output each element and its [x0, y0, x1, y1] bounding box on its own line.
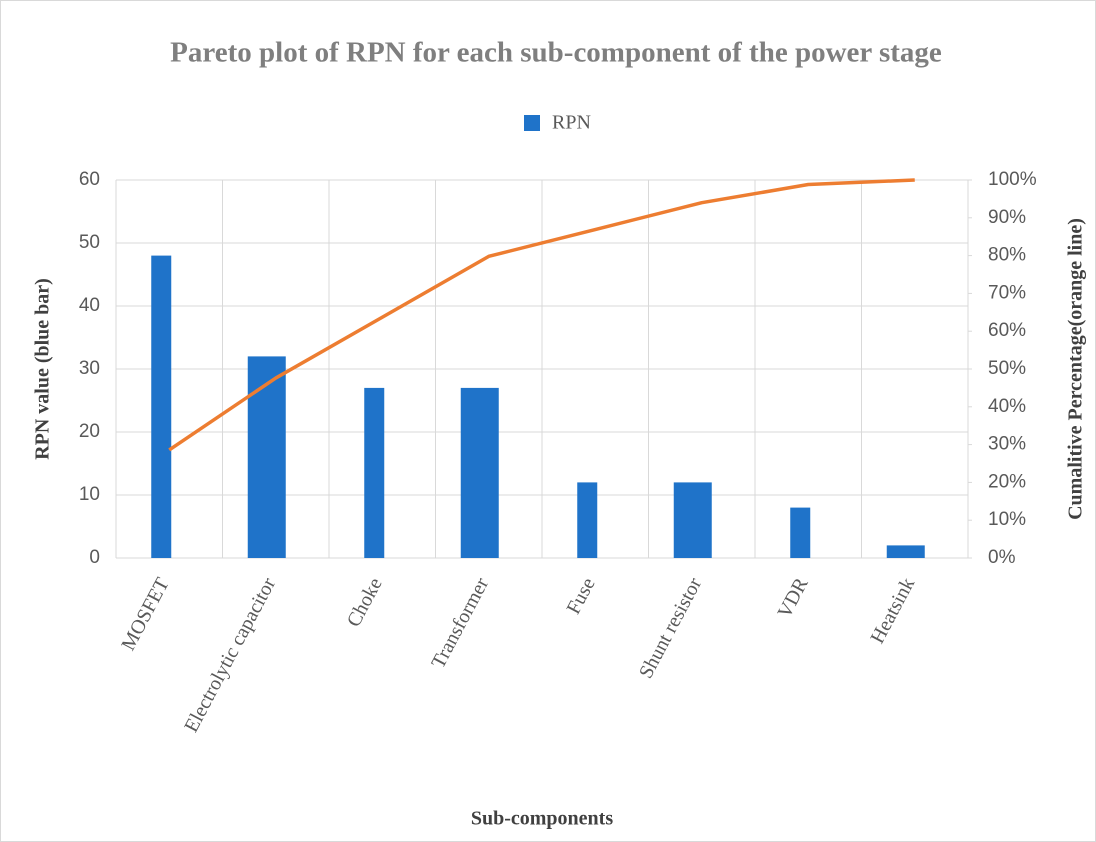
y-tick-label: 0: [89, 547, 100, 568]
y2-tick-label: 100%: [988, 169, 1037, 190]
y-tick-label: 10: [79, 484, 100, 505]
bar: [790, 507, 811, 558]
y2-tick-label: 0%: [988, 547, 1016, 568]
y2-tick-label: 30%: [988, 434, 1026, 455]
y-axis-title: RPN value (blue bar): [32, 278, 54, 460]
legend-swatch: [524, 115, 540, 131]
bar: [364, 387, 385, 558]
bar: [151, 255, 172, 558]
legend-label: RPN: [552, 112, 591, 134]
chart-title: Pareto plot of RPN for each sub-componen…: [170, 37, 942, 69]
y2-tick-label: 40%: [988, 396, 1026, 417]
y2-axis-title: Cumalitive Percentage(orange line): [1065, 218, 1087, 520]
y2-tick-label: 20%: [988, 471, 1026, 492]
y-tick-label: 40: [79, 295, 100, 316]
bar: [460, 387, 499, 558]
y2-tick-label: 90%: [988, 207, 1026, 228]
bar: [673, 482, 712, 558]
y2-tick-label: 70%: [988, 282, 1026, 303]
y-tick-label: 60: [79, 169, 100, 190]
bar: [577, 482, 598, 558]
y2-tick-label: 10%: [988, 509, 1026, 530]
y2-tick-label: 50%: [988, 358, 1026, 379]
bar: [886, 545, 925, 558]
y2-tick-label: 80%: [988, 245, 1026, 266]
y-tick-label: 20: [79, 421, 100, 442]
y-tick-label: 30: [79, 358, 100, 379]
y-tick-label: 50: [79, 232, 100, 253]
cumulative-line: [168, 178, 915, 452]
y2-tick-label: 60%: [988, 320, 1026, 341]
x-axis-title: Sub-components: [471, 808, 613, 830]
bar: [247, 356, 286, 558]
